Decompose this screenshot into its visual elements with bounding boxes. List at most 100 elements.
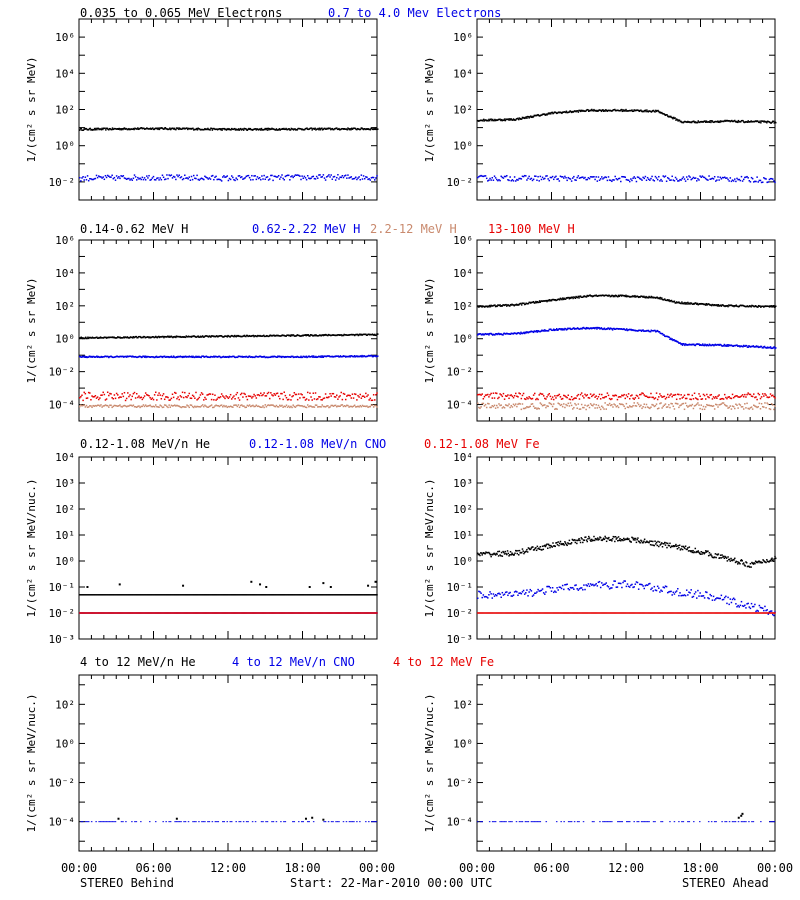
data-point (561, 329, 564, 331)
data-point (162, 393, 165, 395)
y-tick-label: 10² (453, 104, 473, 117)
data-point (116, 177, 119, 179)
data-point (207, 406, 210, 408)
data-point (517, 403, 519, 406)
data-point (352, 594, 355, 596)
data-point (350, 594, 353, 596)
data-point (549, 112, 551, 114)
data-point (637, 397, 640, 399)
data-point (337, 405, 339, 407)
data-point (663, 395, 666, 398)
data-point (153, 178, 156, 181)
data-point (652, 179, 654, 181)
data-point (365, 405, 367, 408)
data-point (510, 394, 513, 396)
data-point (312, 392, 315, 394)
data-point (645, 395, 648, 397)
data-point (237, 128, 240, 130)
data-point (101, 594, 103, 596)
data-point (665, 396, 668, 399)
data-point (735, 395, 737, 397)
data-point (265, 176, 268, 179)
data-point (128, 594, 130, 596)
series-black-behind-row-1 (79, 127, 379, 132)
data-point (746, 175, 748, 178)
data-point (177, 396, 179, 398)
data-point (526, 179, 528, 181)
data-point (347, 404, 349, 407)
data-point (742, 408, 745, 410)
data-point (258, 176, 261, 179)
data-point (612, 179, 614, 181)
data-point (249, 405, 252, 408)
data-point (95, 612, 98, 614)
data-point (564, 111, 567, 114)
data-point (716, 397, 718, 399)
data-point (688, 405, 690, 407)
data-point (507, 179, 509, 181)
data-point (283, 178, 286, 181)
data-point (769, 177, 772, 180)
data-point (586, 394, 589, 396)
data-point (730, 408, 733, 410)
data-point (334, 179, 337, 181)
data-point (751, 177, 754, 180)
data-point (243, 594, 245, 596)
data-point (257, 405, 260, 407)
data-point (328, 406, 330, 409)
data-point (487, 333, 489, 335)
data-point (632, 177, 634, 179)
data-point (238, 406, 241, 409)
data-point (105, 594, 108, 596)
data-point (731, 405, 734, 407)
data-point (599, 408, 602, 411)
data-point (556, 178, 558, 181)
data-point (694, 404, 697, 407)
data-point (639, 405, 641, 408)
data-point (512, 333, 515, 335)
data-point (690, 398, 692, 401)
data-point (322, 334, 325, 337)
data-point (570, 180, 573, 182)
data-point (511, 395, 514, 397)
data-point (764, 177, 766, 180)
data-point (668, 299, 670, 301)
data-point (267, 594, 270, 596)
data-point (321, 356, 323, 359)
data-point (697, 178, 699, 180)
data-point (91, 406, 93, 409)
data-point (131, 395, 134, 398)
data-point (509, 305, 511, 307)
data-point (299, 356, 302, 359)
data-point (243, 392, 245, 395)
data-point (187, 405, 189, 407)
data-point (143, 127, 145, 130)
data-point (93, 127, 96, 130)
data-point (674, 176, 677, 179)
data-point (158, 594, 160, 596)
data-point (375, 334, 378, 336)
data-point (230, 398, 233, 400)
data-point (539, 175, 542, 178)
data-point (150, 398, 153, 400)
data-point (509, 394, 511, 397)
data-point (315, 404, 318, 406)
data-point (214, 405, 216, 407)
data-point (313, 406, 316, 408)
data-point (375, 394, 377, 396)
data-point (563, 297, 565, 300)
data-point (96, 176, 99, 179)
data-point (683, 408, 686, 411)
data-point (256, 176, 259, 178)
data-point (679, 398, 681, 400)
data-point (563, 394, 565, 397)
data-point (519, 333, 521, 335)
data-point (767, 181, 770, 183)
data-point (298, 174, 300, 177)
data-point (302, 177, 304, 180)
data-point (643, 295, 645, 298)
data-point (246, 594, 249, 596)
data-point (105, 176, 108, 179)
data-point (289, 406, 291, 409)
data-point (555, 175, 557, 178)
